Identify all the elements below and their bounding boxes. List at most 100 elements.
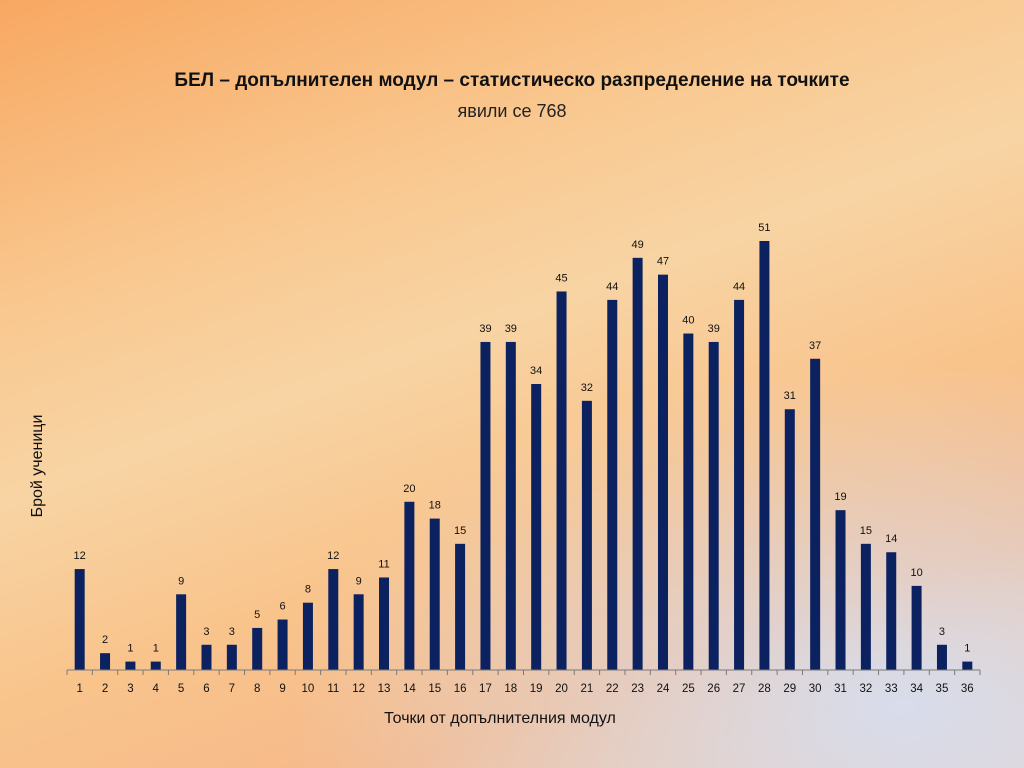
x-tick-label: 34 [910,683,923,695]
data-label: 2 [102,634,108,646]
data-label: 1 [153,643,159,655]
bar [328,569,339,670]
data-label: 44 [606,281,618,293]
x-tick-label: 20 [555,683,568,695]
data-label: 20 [403,483,415,495]
x-tick-label: 35 [936,683,949,695]
x-tick-label: 4 [153,683,160,695]
x-tick-label: 24 [657,683,670,695]
data-label: 40 [682,315,694,327]
data-label: 47 [657,256,669,268]
data-label: 9 [356,575,362,587]
bar [404,501,415,670]
x-tick-label: 15 [428,683,441,695]
data-label: 9 [178,575,184,587]
data-label: 5 [254,609,260,621]
bar [353,594,364,670]
bars-group [74,241,973,670]
x-tick-label: 28 [758,683,771,695]
bar [531,384,542,670]
data-label: 14 [885,533,897,545]
data-label: 12 [74,550,86,562]
data-label: 12 [327,550,339,562]
x-tick-marks-group [66,670,981,675]
bar [252,627,263,670]
data-label: 51 [758,222,770,234]
x-tick-label: 30 [809,683,822,695]
bar [581,400,592,670]
data-label: 39 [708,323,720,335]
bar [302,602,313,670]
data-label: 8 [305,584,311,596]
bar [657,274,668,670]
data-label: 31 [784,390,796,402]
x-tick-label: 7 [229,683,235,695]
data-label: 18 [429,500,441,512]
x-tick-label: 11 [327,683,339,695]
data-label: 39 [479,323,491,335]
data-label: 34 [530,365,542,377]
bar [683,333,694,670]
bar [176,594,187,670]
data-label: 44 [733,281,745,293]
data-label: 19 [834,491,846,503]
bar [607,299,618,670]
data-label: 45 [555,272,567,284]
bar [505,341,516,670]
x-axis-title: Точки от допълнителния модул [384,710,616,727]
x-tick-label: 17 [479,683,492,695]
bar [860,543,871,670]
bar [74,569,85,670]
data-label: 15 [454,525,466,537]
x-tick-label: 9 [279,683,285,695]
bar [734,299,745,670]
x-tick-labels-group: 1 2 3 4 5 6 7 8 9 10 11 12 13 14 15 16 17 18 19 20 21 22 23 24 2… [76,683,973,695]
data-label: 37 [809,340,821,352]
x-tick-label: 21 [581,683,594,695]
x-tick-label: 27 [733,683,746,695]
x-tick-label: 10 [302,683,315,695]
chart-subtitle: явили се 768 [457,101,567,121]
data-label: 1 [127,643,133,655]
chart-title: БЕЛ – допълнителен модул – статистическо… [174,70,850,91]
bar [455,543,466,670]
bar [150,661,161,670]
bar [911,585,922,670]
bar [125,661,136,670]
bar [632,257,643,670]
bar [835,510,846,670]
bar [226,644,237,670]
data-label: 1 [964,643,970,655]
x-tick-label: 19 [530,683,543,695]
x-tick-label: 31 [834,683,847,695]
x-tick-label: 2 [102,683,108,695]
x-tick-label: 23 [631,683,644,695]
bar [962,661,973,670]
x-tick-label: 5 [178,683,184,695]
bar [277,619,288,670]
bar [100,653,111,670]
data-label: 10 [910,567,922,579]
x-tick-label: 13 [378,683,391,695]
x-tick-label: 36 [961,683,974,695]
data-label: 3 [203,626,209,638]
x-tick-label: 16 [454,683,467,695]
x-tick-label: 18 [504,683,517,695]
x-tick-label: 1 [76,683,82,695]
x-tick-label: 3 [127,683,133,695]
y-axis-title: Брой ученици [29,414,46,518]
data-label: 3 [939,626,945,638]
x-tick-label: 8 [254,683,260,695]
bar [429,518,440,670]
bar [480,341,491,670]
bar [936,644,947,670]
bar [708,341,719,670]
bar [556,291,567,670]
x-tick-label: 33 [885,683,898,695]
bar [759,241,770,670]
bar [810,358,821,670]
data-label: 49 [632,239,644,251]
data-label: 6 [280,601,286,613]
